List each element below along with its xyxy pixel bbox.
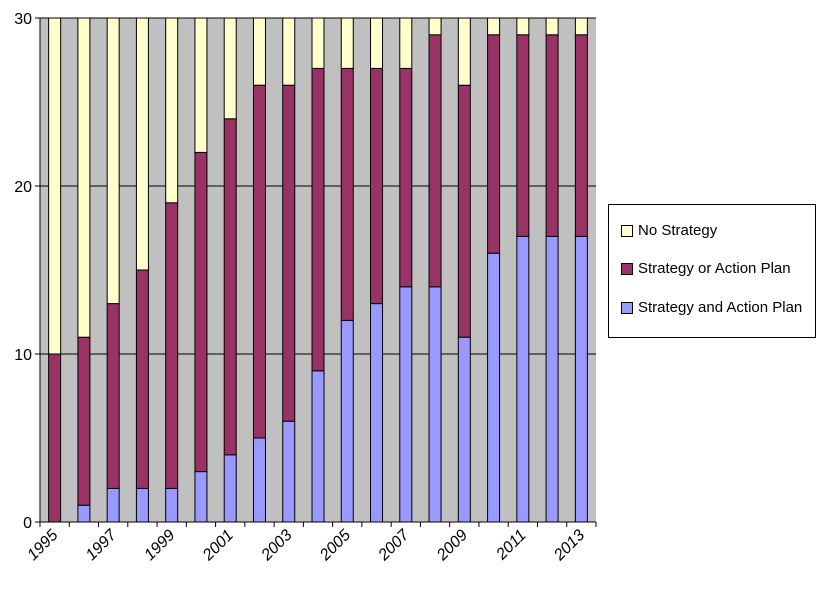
bar-segment: [487, 17, 501, 36]
bar-segment: [428, 34, 442, 288]
x-tick-label: 2011: [493, 527, 530, 564]
bar-segment: [282, 17, 296, 86]
bar-segment: [252, 17, 266, 86]
bar-segment: [165, 202, 179, 489]
bar-segment: [340, 319, 354, 523]
bar-segment: [48, 17, 62, 355]
bar-segment: [516, 34, 530, 237]
bar-segment: [223, 17, 237, 120]
bar-segment: [487, 34, 501, 254]
bar-segment: [282, 420, 296, 523]
legend-label: Strategy or Action Plan: [638, 260, 791, 277]
bar-segment: [457, 84, 471, 338]
x-tick-label: 2003: [258, 527, 296, 565]
legend-item-strategy-or-action-plan: Strategy or Action Plan: [621, 260, 791, 277]
bar-segment: [516, 17, 530, 36]
bar-segment: [223, 454, 237, 523]
bar-segment: [311, 17, 325, 69]
legend-label: Strategy and Action Plan: [638, 299, 803, 316]
bar-segment: [77, 17, 91, 338]
bar-segment: [428, 17, 442, 36]
legend: No Strategy Strategy or Action Plan Stra…: [608, 204, 816, 338]
bar-segment: [194, 17, 208, 153]
bar-segment: [77, 504, 91, 523]
bar-segment: [370, 17, 384, 69]
bar-segment: [516, 235, 530, 523]
x-tick-label: 2009: [433, 527, 471, 565]
bar-segment: [135, 17, 149, 271]
bar-segment: [457, 17, 471, 86]
x-tick-label: 2001: [199, 527, 237, 565]
bar-segment: [545, 34, 559, 237]
x-tick-label: 2005: [316, 527, 354, 565]
legend-swatch-strategy-and-action-plan: [621, 301, 633, 314]
bar-segment: [487, 252, 501, 523]
y-tick-label: 10: [14, 347, 32, 364]
bar-segment: [106, 487, 120, 523]
y-tick-label: 0: [23, 515, 32, 532]
x-tick-label: 1995: [24, 527, 61, 564]
x-tick-label: 1999: [141, 527, 178, 564]
bars: [48, 17, 588, 523]
bar-segment: [370, 303, 384, 523]
bar-segment: [428, 286, 442, 523]
bar-segment: [77, 336, 91, 506]
bar-segment: [106, 17, 120, 305]
legend-item-strategy-and-action-plan: Strategy and Action Plan: [621, 299, 802, 316]
x-tick-label: 2013: [550, 527, 588, 565]
bar-segment: [106, 303, 120, 489]
y-tick-label: 20: [14, 179, 32, 196]
x-ticks: 1995 1997 1999 2001 2003 2005 2007 2009 2011 2013: [24, 522, 597, 565]
legend-label: No Strategy: [638, 222, 718, 239]
bar-segment: [194, 151, 208, 473]
bar-segment: [399, 17, 413, 69]
bar-segment: [135, 269, 149, 489]
bar-segment: [399, 286, 413, 523]
bar-segment: [574, 34, 588, 237]
bar-segment: [165, 17, 179, 204]
bar-segment: [194, 471, 208, 523]
legend-swatch-strategy-or-action-plan: [621, 262, 633, 275]
bar-segment: [340, 67, 354, 321]
bar-segment: [545, 235, 559, 523]
bar-segment: [282, 84, 296, 422]
bar-segment: [399, 67, 413, 288]
bar-segment: [457, 336, 471, 523]
bar-segment: [135, 487, 149, 523]
bar-segment: [574, 17, 588, 36]
y-ticks: 0 10 20 30: [14, 11, 40, 532]
bar-segment: [48, 353, 62, 523]
bar-segment: [252, 437, 266, 523]
bar-segment: [340, 17, 354, 69]
bar-segment: [165, 487, 179, 523]
bar-segment: [545, 17, 559, 36]
bar-segment: [252, 84, 266, 439]
bar-segment: [311, 370, 325, 523]
x-tick-label: 2007: [375, 526, 414, 565]
bar-segment: [223, 118, 237, 456]
bar-segment: [574, 235, 588, 523]
x-tick-label: 1997: [83, 526, 121, 564]
legend-item-no-strategy: No Strategy: [621, 222, 717, 239]
legend-swatch-no-strategy: [621, 224, 633, 237]
y-tick-label: 30: [14, 11, 32, 28]
bar-segment: [311, 67, 325, 372]
bar-segment: [370, 67, 384, 305]
